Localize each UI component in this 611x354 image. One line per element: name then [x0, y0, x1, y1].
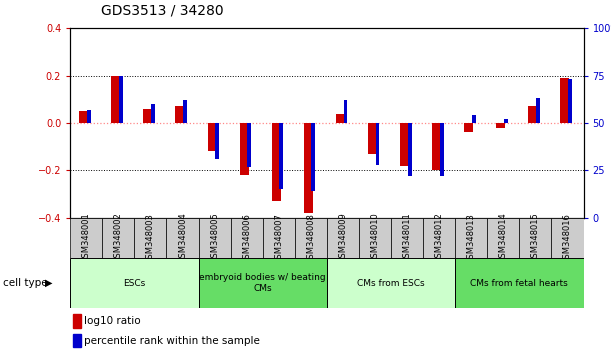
Text: GSM348001: GSM348001 — [82, 213, 91, 263]
Text: CMs from ESCs: CMs from ESCs — [357, 279, 425, 288]
Bar — [134, 218, 166, 258]
Bar — [536, 98, 540, 123]
Bar — [183, 100, 187, 123]
Bar — [231, 218, 263, 258]
Text: GSM348010: GSM348010 — [370, 213, 379, 263]
Bar — [73, 334, 81, 347]
Bar — [496, 123, 505, 128]
Bar — [247, 123, 251, 167]
Text: GSM348006: GSM348006 — [242, 213, 251, 263]
Bar — [368, 123, 377, 154]
Bar — [568, 79, 572, 123]
Text: GSM348005: GSM348005 — [210, 213, 219, 263]
Bar — [70, 218, 103, 258]
Bar — [400, 123, 409, 166]
Bar — [529, 107, 537, 123]
Bar — [119, 76, 123, 123]
Bar — [336, 114, 345, 123]
Bar — [304, 123, 313, 213]
Text: embryoid bodies w/ beating
CMs: embryoid bodies w/ beating CMs — [199, 274, 326, 293]
Bar — [464, 123, 473, 132]
Bar — [455, 218, 488, 258]
Bar — [272, 123, 280, 201]
Text: GSM348011: GSM348011 — [403, 213, 412, 263]
Text: percentile rank within the sample: percentile rank within the sample — [84, 336, 260, 346]
Text: GSM348015: GSM348015 — [531, 213, 540, 263]
Text: GSM348012: GSM348012 — [434, 213, 444, 263]
Text: CMs from fetal hearts: CMs from fetal hearts — [470, 279, 568, 288]
Bar — [440, 123, 444, 176]
Text: ESCs: ESCs — [123, 279, 145, 288]
Bar — [488, 218, 519, 258]
Text: ▶: ▶ — [45, 278, 52, 288]
Bar — [215, 123, 219, 159]
Bar — [376, 123, 379, 165]
Bar — [560, 78, 569, 123]
Bar — [279, 123, 284, 189]
Bar — [504, 119, 508, 123]
Bar — [327, 218, 359, 258]
Bar — [70, 258, 199, 308]
Bar — [87, 110, 91, 123]
Bar — [343, 100, 348, 123]
Text: GSM348014: GSM348014 — [499, 213, 508, 263]
Bar — [295, 218, 327, 258]
Bar — [208, 123, 216, 152]
Bar — [432, 123, 441, 170]
Bar — [79, 111, 88, 123]
Bar — [263, 218, 295, 258]
Text: GSM348002: GSM348002 — [114, 213, 123, 263]
Text: GSM348009: GSM348009 — [338, 213, 348, 263]
Text: GSM348016: GSM348016 — [563, 213, 572, 263]
Bar — [240, 123, 249, 175]
Text: GSM348013: GSM348013 — [467, 213, 476, 263]
Bar — [312, 123, 315, 191]
Text: GSM348007: GSM348007 — [274, 213, 284, 263]
Bar — [455, 258, 584, 308]
Bar — [166, 218, 199, 258]
Bar — [327, 258, 455, 308]
Bar — [423, 218, 455, 258]
Text: GDS3513 / 34280: GDS3513 / 34280 — [101, 4, 224, 18]
Bar — [175, 107, 185, 123]
Text: GSM348008: GSM348008 — [306, 213, 315, 263]
Bar — [472, 115, 476, 123]
Text: GSM348003: GSM348003 — [146, 213, 155, 263]
Bar — [199, 258, 327, 308]
Bar — [73, 314, 81, 328]
Text: log10 ratio: log10 ratio — [84, 316, 141, 326]
Bar — [359, 218, 391, 258]
Bar — [408, 123, 412, 176]
Bar — [103, 218, 134, 258]
Bar — [391, 218, 423, 258]
Bar — [519, 218, 552, 258]
Bar — [199, 218, 231, 258]
Text: cell type: cell type — [3, 278, 48, 288]
Bar — [111, 76, 120, 123]
Bar — [144, 109, 152, 123]
Text: GSM348004: GSM348004 — [178, 213, 187, 263]
Bar — [151, 104, 155, 123]
Bar — [552, 218, 584, 258]
